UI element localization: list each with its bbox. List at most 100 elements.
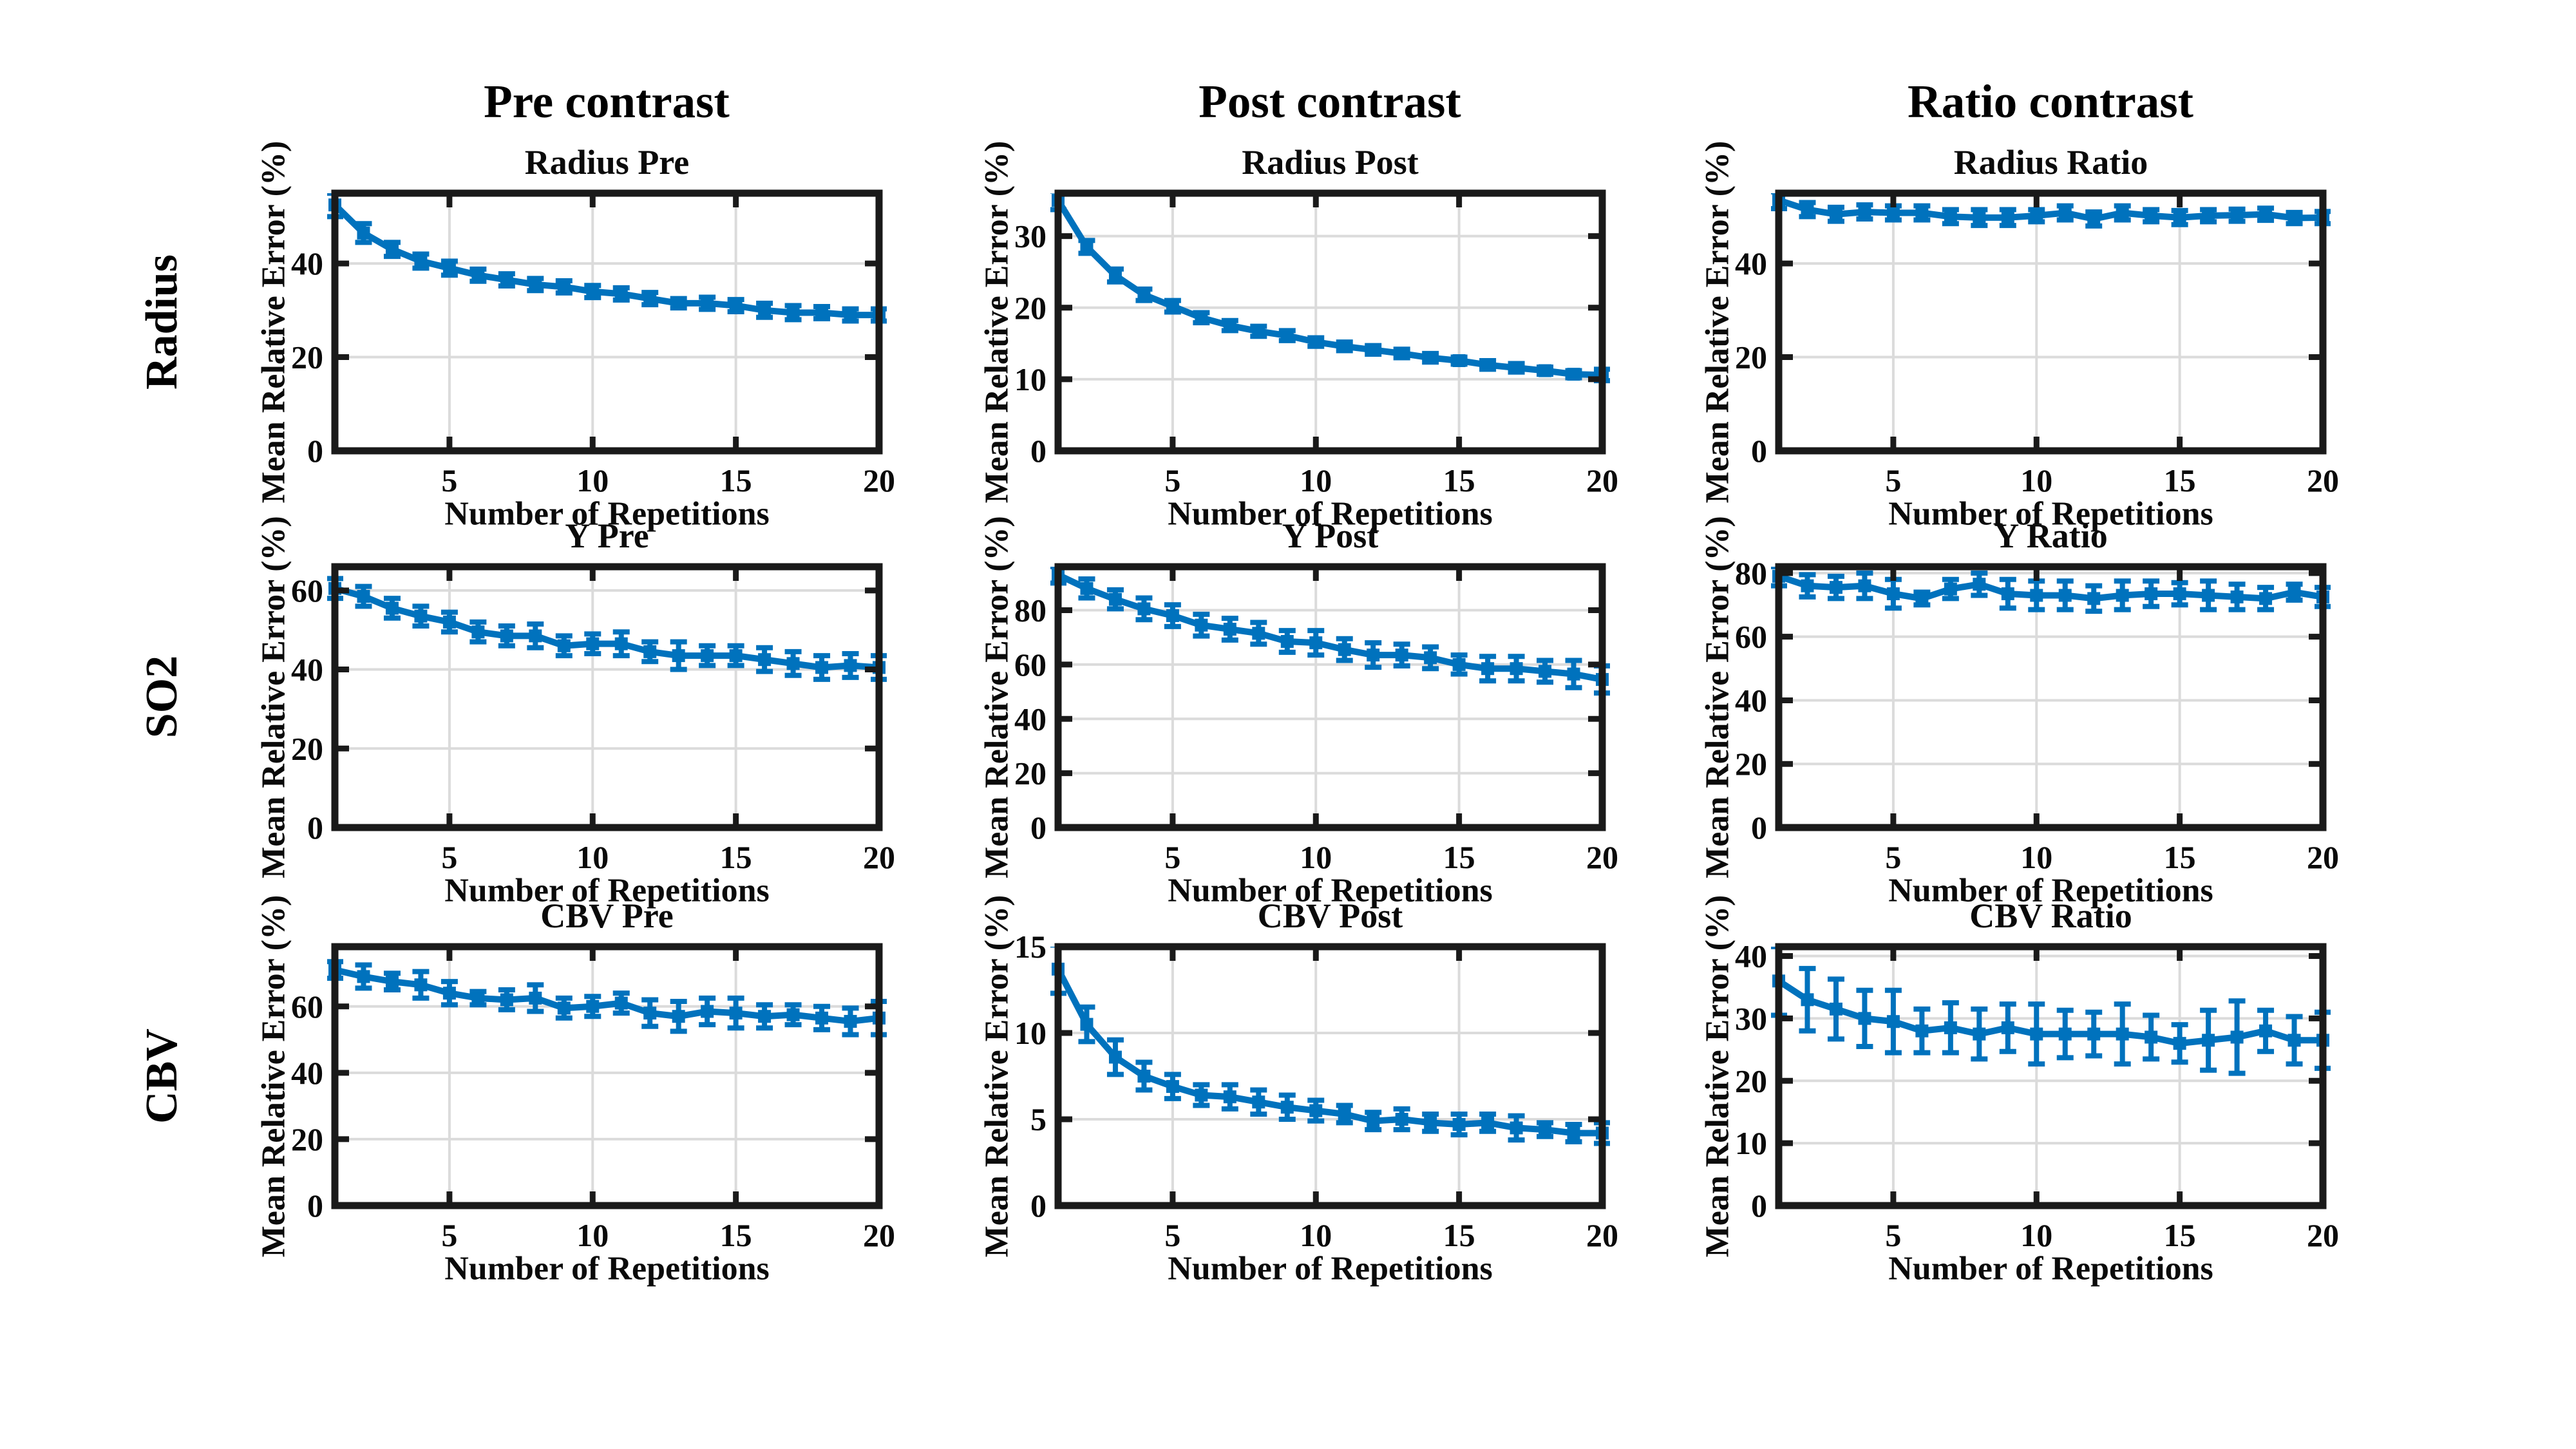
svg-text:20: 20: [1014, 755, 1046, 791]
svg-text:0: 0: [1030, 433, 1046, 469]
svg-text:10: 10: [576, 1217, 609, 1253]
svg-text:30: 30: [1735, 1000, 1767, 1036]
svg-text:Number of Repetitions: Number of Repetitions: [1888, 496, 2213, 533]
subplot-radius-post: Radius Post 0 10 20 30 5 10 15 20 Number of Repet…: [979, 141, 1619, 533]
svg-text:15: 15: [720, 1217, 752, 1253]
svg-text:Mean Relative Error (%): Mean Relative Error (%): [979, 141, 1016, 504]
svg-text:40: 40: [1014, 701, 1046, 737]
svg-text:40: 40: [291, 652, 323, 688]
svg-text:15: 15: [1443, 839, 1475, 875]
svg-text:Y Post: Y Post: [1282, 516, 1378, 555]
svg-text:Radius Pre: Radius Pre: [525, 143, 690, 182]
svg-text:Mean Relative Error (%): Mean Relative Error (%): [1700, 895, 1736, 1258]
svg-text:30: 30: [1014, 218, 1046, 254]
svg-text:CBV Pre: CBV Pre: [540, 896, 673, 935]
svg-text:20: 20: [1735, 746, 1767, 782]
svg-text:20: 20: [2307, 1217, 2339, 1253]
svg-text:Radius Ratio: Radius Ratio: [1954, 143, 2148, 182]
svg-text:60: 60: [291, 989, 323, 1025]
svg-text:Mean Relative Error (%): Mean Relative Error (%): [979, 516, 1016, 878]
svg-text:20: 20: [2307, 462, 2339, 498]
subplot-cbv-pre: CBV Pre 0 20 40 60 5 10 15 20 Number of Repetitio…: [256, 895, 896, 1287]
column-header-post-contrast: Post contrast: [1198, 75, 1461, 128]
svg-text:40: 40: [1735, 245, 1767, 281]
svg-text:0: 0: [1030, 1188, 1046, 1224]
svg-text:15: 15: [1443, 1217, 1475, 1253]
svg-text:Number of Repetitions: Number of Repetitions: [444, 1251, 770, 1287]
svg-text:60: 60: [1735, 619, 1767, 655]
svg-text:20: 20: [863, 839, 895, 875]
svg-text:20: 20: [2307, 839, 2339, 875]
svg-text:40: 40: [291, 1055, 323, 1091]
svg-text:5: 5: [1885, 839, 1901, 875]
svg-text:0: 0: [1030, 810, 1046, 846]
svg-text:CBV Post: CBV Post: [1258, 896, 1403, 935]
svg-text:Number of Repetitions: Number of Repetitions: [1168, 496, 1493, 533]
svg-text:20: 20: [1735, 339, 1767, 375]
svg-text:Y Ratio: Y Ratio: [1994, 516, 2107, 555]
svg-text:10: 10: [576, 839, 609, 875]
svg-text:5: 5: [1164, 839, 1180, 875]
svg-text:15: 15: [2164, 1217, 2196, 1253]
svg-text:0: 0: [1751, 810, 1767, 846]
svg-text:CBV Ratio: CBV Ratio: [1969, 896, 2132, 935]
svg-text:20: 20: [291, 1121, 323, 1157]
subplot-cbv-ratio: CBV Ratio 0 10 20 30 40 5 10 15 20 Number of Repet…: [1700, 895, 2340, 1287]
svg-text:20: 20: [1735, 1063, 1767, 1099]
svg-text:0: 0: [307, 810, 323, 846]
svg-text:20: 20: [1586, 839, 1618, 875]
svg-text:Number of Repetitions: Number of Repetitions: [1888, 1251, 2213, 1287]
svg-text:20: 20: [863, 1217, 895, 1253]
svg-text:Mean Relative Error (%): Mean Relative Error (%): [979, 895, 1016, 1258]
svg-text:10: 10: [2020, 839, 2052, 875]
column-header-ratio-contrast: Ratio contrast: [1908, 75, 2193, 128]
svg-text:10: 10: [1014, 1015, 1046, 1051]
svg-text:60: 60: [1014, 647, 1046, 683]
svg-text:Radius Post: Radius Post: [1242, 143, 1419, 182]
svg-text:15: 15: [2164, 839, 2196, 875]
svg-text:Y Pre: Y Pre: [565, 516, 649, 555]
subplot-y-post: Y Post 0 20 40 60 80 5 10 15 20 Number of Repetiti…: [979, 516, 1619, 909]
svg-text:5: 5: [1164, 462, 1180, 498]
svg-text:80: 80: [1014, 592, 1046, 629]
svg-text:10: 10: [1300, 839, 1332, 875]
svg-text:20: 20: [1586, 462, 1618, 498]
svg-text:Number of Repetitions: Number of Repetitions: [1168, 1251, 1493, 1287]
svg-text:10: 10: [1014, 361, 1046, 397]
svg-text:0: 0: [1751, 1188, 1767, 1224]
svg-text:0: 0: [307, 433, 323, 469]
svg-text:Mean Relative Error (%): Mean Relative Error (%): [1700, 516, 1736, 878]
svg-text:20: 20: [291, 730, 323, 766]
svg-text:5: 5: [1885, 1217, 1901, 1253]
svg-text:20: 20: [291, 339, 323, 375]
svg-text:10: 10: [1300, 1217, 1332, 1253]
svg-text:10: 10: [2020, 462, 2052, 498]
svg-text:10: 10: [1300, 462, 1332, 498]
column-header-pre-contrast: Pre contrast: [484, 75, 730, 128]
svg-text:Mean Relative Error (%): Mean Relative Error (%): [1700, 141, 1736, 504]
svg-text:Mean Relative Error (%): Mean Relative Error (%): [256, 516, 292, 878]
svg-text:40: 40: [291, 245, 323, 281]
svg-text:Number of Repetitions: Number of Repetitions: [444, 496, 770, 533]
subplot-y-ratio: Y Ratio 0 20 40 60 80 5 10 15 20 Number of Repetit…: [1700, 516, 2340, 909]
svg-text:Number of Repetitions: Number of Repetitions: [444, 873, 770, 909]
svg-text:5: 5: [441, 462, 457, 498]
svg-text:80: 80: [1735, 555, 1767, 591]
svg-text:10: 10: [2020, 1217, 2052, 1253]
svg-text:5: 5: [1030, 1101, 1046, 1137]
svg-text:5: 5: [1885, 462, 1901, 498]
svg-text:5: 5: [441, 839, 457, 875]
svg-text:5: 5: [441, 1217, 457, 1253]
svg-text:0: 0: [1751, 433, 1767, 469]
svg-text:15: 15: [2164, 462, 2196, 498]
svg-text:15: 15: [1443, 462, 1475, 498]
svg-text:15: 15: [720, 462, 752, 498]
svg-text:Number of Repetitions: Number of Repetitions: [1168, 873, 1493, 909]
svg-text:15: 15: [1014, 929, 1046, 965]
svg-text:40: 40: [1735, 682, 1767, 718]
svg-text:5: 5: [1164, 1217, 1180, 1253]
svg-text:Number of Repetitions: Number of Repetitions: [1888, 873, 2213, 909]
svg-text:10: 10: [1735, 1125, 1767, 1161]
svg-text:0: 0: [307, 1188, 323, 1224]
